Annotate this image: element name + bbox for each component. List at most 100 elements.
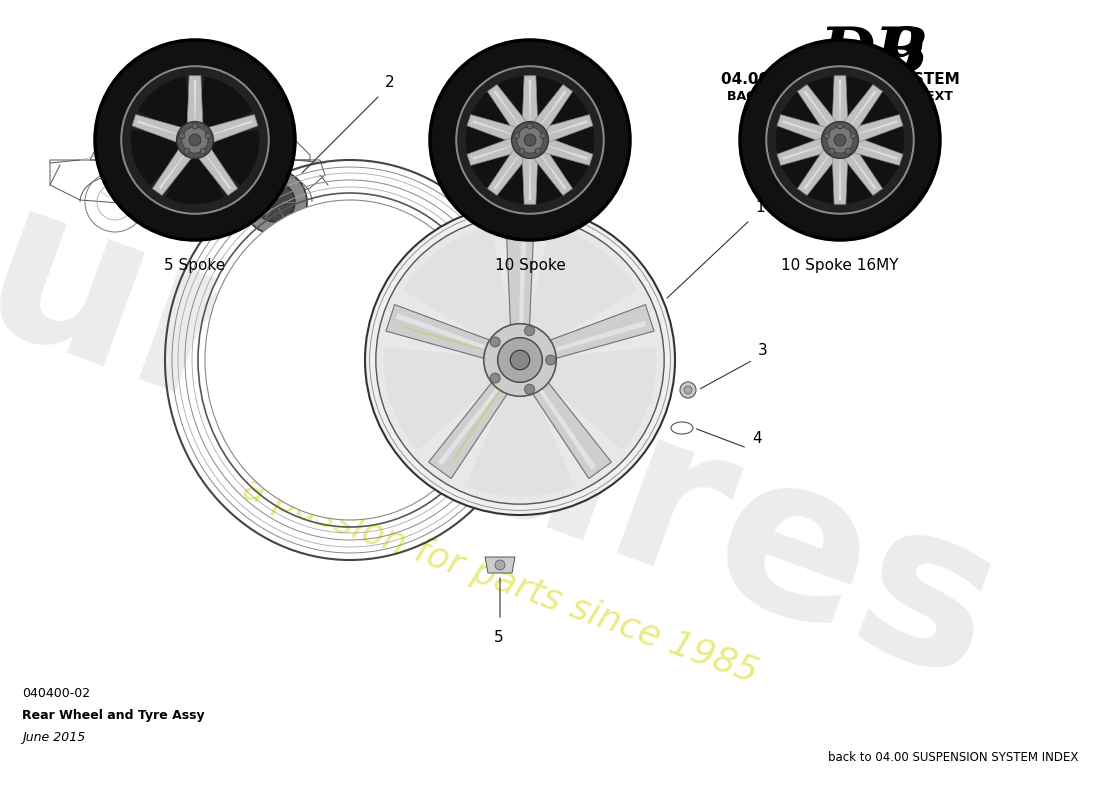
Polygon shape bbox=[855, 145, 898, 160]
Polygon shape bbox=[132, 114, 185, 143]
Circle shape bbox=[827, 127, 854, 153]
Circle shape bbox=[200, 148, 206, 154]
Polygon shape bbox=[496, 76, 529, 130]
Polygon shape bbox=[842, 85, 882, 134]
Text: 1: 1 bbox=[755, 200, 764, 215]
Polygon shape bbox=[531, 146, 572, 195]
Polygon shape bbox=[472, 120, 515, 135]
Polygon shape bbox=[832, 153, 848, 204]
Text: eurofares: eurofares bbox=[0, 113, 1025, 727]
Polygon shape bbox=[804, 90, 830, 127]
Circle shape bbox=[512, 122, 549, 158]
Circle shape bbox=[510, 350, 530, 370]
Circle shape bbox=[834, 134, 846, 146]
Circle shape bbox=[179, 133, 185, 138]
Polygon shape bbox=[531, 85, 572, 134]
Polygon shape bbox=[204, 130, 260, 186]
Polygon shape bbox=[842, 146, 882, 195]
Circle shape bbox=[184, 148, 190, 154]
Polygon shape bbox=[131, 130, 187, 186]
Polygon shape bbox=[529, 80, 531, 124]
Polygon shape bbox=[851, 125, 904, 155]
Polygon shape bbox=[804, 153, 830, 190]
Polygon shape bbox=[522, 153, 538, 204]
Polygon shape bbox=[782, 120, 825, 135]
Polygon shape bbox=[798, 146, 838, 195]
Polygon shape bbox=[496, 150, 529, 204]
Polygon shape bbox=[205, 114, 257, 143]
Polygon shape bbox=[138, 120, 180, 135]
Polygon shape bbox=[465, 125, 518, 155]
Text: June 2015: June 2015 bbox=[22, 731, 86, 744]
Polygon shape bbox=[197, 77, 252, 134]
Circle shape bbox=[122, 67, 268, 213]
Polygon shape bbox=[187, 76, 202, 127]
Circle shape bbox=[177, 122, 213, 158]
Circle shape bbox=[525, 326, 535, 336]
Polygon shape bbox=[531, 76, 563, 130]
Polygon shape bbox=[850, 137, 903, 166]
Polygon shape bbox=[204, 153, 231, 190]
Polygon shape bbox=[544, 145, 587, 160]
Polygon shape bbox=[840, 76, 873, 130]
Text: 5 Spoke: 5 Spoke bbox=[164, 258, 226, 273]
Circle shape bbox=[767, 67, 913, 213]
Polygon shape bbox=[158, 153, 186, 190]
Ellipse shape bbox=[205, 200, 495, 520]
Circle shape bbox=[850, 133, 856, 138]
Polygon shape bbox=[551, 321, 647, 353]
Circle shape bbox=[540, 133, 546, 138]
Polygon shape bbox=[781, 145, 833, 189]
Polygon shape bbox=[541, 125, 594, 155]
Circle shape bbox=[837, 123, 843, 129]
Ellipse shape bbox=[134, 79, 196, 121]
Polygon shape bbox=[776, 125, 828, 155]
Polygon shape bbox=[522, 76, 538, 127]
Circle shape bbox=[95, 40, 295, 240]
Circle shape bbox=[497, 338, 542, 382]
Circle shape bbox=[684, 386, 692, 394]
Polygon shape bbox=[487, 146, 529, 195]
Polygon shape bbox=[165, 150, 224, 204]
Circle shape bbox=[824, 133, 829, 138]
Polygon shape bbox=[471, 145, 522, 189]
Polygon shape bbox=[494, 90, 521, 127]
Polygon shape bbox=[806, 150, 839, 204]
Circle shape bbox=[822, 122, 858, 158]
Text: 2: 2 bbox=[385, 75, 395, 90]
Polygon shape bbox=[520, 227, 637, 360]
Polygon shape bbox=[806, 76, 839, 130]
Polygon shape bbox=[848, 91, 900, 135]
Polygon shape bbox=[543, 305, 654, 360]
Circle shape bbox=[514, 133, 520, 138]
Polygon shape bbox=[196, 146, 238, 195]
Polygon shape bbox=[540, 114, 593, 143]
Ellipse shape bbox=[469, 79, 531, 121]
Polygon shape bbox=[782, 145, 825, 160]
Polygon shape bbox=[384, 347, 520, 450]
Polygon shape bbox=[194, 80, 196, 124]
Polygon shape bbox=[537, 386, 596, 470]
Text: 04.00 SUSPENSION SYSTEM: 04.00 SUSPENSION SYSTEM bbox=[720, 72, 959, 87]
Text: 3: 3 bbox=[758, 343, 768, 358]
Polygon shape bbox=[855, 120, 898, 135]
Ellipse shape bbox=[376, 216, 664, 504]
Text: back to 04.00 SUSPENSION SYSTEM INDEX: back to 04.00 SUSPENSION SYSTEM INDEX bbox=[827, 751, 1078, 764]
Text: BACK ◄  MASTER INDEX  ► NEXT: BACK ◄ MASTER INDEX ► NEXT bbox=[727, 90, 953, 103]
Polygon shape bbox=[396, 313, 490, 350]
Ellipse shape bbox=[365, 205, 675, 515]
Circle shape bbox=[484, 324, 557, 396]
Text: 040400-02: 040400-02 bbox=[22, 687, 90, 700]
Circle shape bbox=[182, 127, 208, 153]
Circle shape bbox=[491, 337, 501, 347]
Polygon shape bbox=[403, 227, 520, 360]
Polygon shape bbox=[540, 137, 593, 166]
Text: 5: 5 bbox=[494, 630, 504, 645]
Circle shape bbox=[524, 134, 536, 146]
Polygon shape bbox=[471, 91, 522, 135]
Polygon shape bbox=[832, 76, 848, 127]
Polygon shape bbox=[839, 80, 842, 124]
Polygon shape bbox=[538, 145, 590, 189]
Polygon shape bbox=[849, 90, 877, 127]
Polygon shape bbox=[386, 305, 496, 360]
